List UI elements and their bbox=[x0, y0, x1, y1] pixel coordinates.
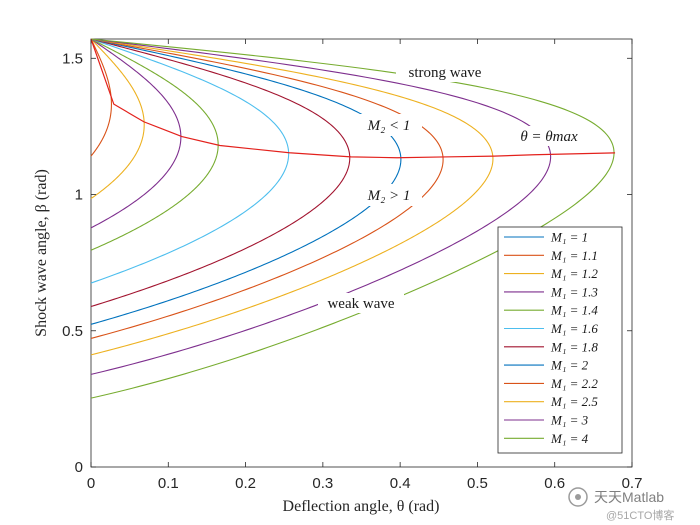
y-axis-label: Shock wave angle, β (rad) bbox=[33, 169, 50, 337]
curve-series-3 bbox=[90, 38, 145, 200]
curve-series-6 bbox=[90, 38, 290, 284]
x-tick-label: 0.2 bbox=[235, 475, 256, 492]
curve-series-7 bbox=[90, 38, 351, 308]
curve-series-12 bbox=[90, 38, 615, 399]
curves-layer bbox=[90, 38, 615, 399]
legend-label: M₁ = 4 bbox=[550, 431, 589, 446]
strong-wave-annotation: strong wave bbox=[409, 65, 482, 81]
m2-supersonic-label-bg bbox=[358, 184, 422, 206]
curve-series-4 bbox=[90, 38, 182, 229]
legend-box bbox=[497, 226, 623, 454]
watermark-logo-dot-icon bbox=[575, 494, 581, 500]
legend: M₁ = 1 M₁ = 1.1 M₁ = 1.2 M₁ = 1.3 M₁ = 1.4 M₁… bbox=[497, 226, 623, 454]
x-tick-label: 0.7 bbox=[622, 475, 643, 492]
theta-max-line bbox=[90, 38, 616, 159]
theta-max-label-bg bbox=[512, 126, 586, 146]
weak-wave-label-bg bbox=[318, 293, 404, 313]
legend-label: M₁ = 1.4 bbox=[550, 303, 598, 318]
x-tick-label: 0.5 bbox=[467, 475, 488, 492]
curve-series-11 bbox=[90, 38, 552, 375]
legend-label: M₁ = 1.8 bbox=[550, 339, 598, 354]
watermark-text: 天天Matlab bbox=[594, 489, 664, 505]
y-tick-label: 0 bbox=[75, 459, 83, 476]
y-tick-labels: 0 0.5 1 1.5 bbox=[62, 50, 83, 476]
m2-supersonic-annotation: M₂ > 1 bbox=[367, 188, 411, 204]
y-tick-label: 1.5 bbox=[62, 50, 83, 67]
y-tick-label: 0.5 bbox=[62, 323, 83, 340]
x-tick-label: 0.3 bbox=[312, 475, 333, 492]
m2-subsonic-annotation: M₂ < 1 bbox=[367, 118, 411, 134]
curve-series-10 bbox=[90, 38, 494, 356]
legend-label: M₁ = 2 bbox=[550, 358, 589, 373]
x-tick-label: 0 bbox=[87, 475, 95, 492]
legend-entries: M₁ = 1 M₁ = 1.1 M₁ = 1.2 M₁ = 1.3 M₁ = 1.4 M₁… bbox=[504, 230, 598, 446]
legend-label: M₁ = 1.3 bbox=[550, 284, 598, 299]
ticks-layer bbox=[90, 39, 633, 468]
legend-label: M₁ = 1.6 bbox=[550, 321, 598, 336]
legend-label: M₁ = 3 bbox=[550, 413, 589, 428]
legend-label: M₁ = 2.5 bbox=[550, 394, 598, 409]
x-tick-labels: 0 0.1 0.2 0.3 0.4 0.5 0.6 0.7 bbox=[87, 475, 643, 492]
x-tick-label: 0.4 bbox=[390, 475, 411, 492]
weak-wave-annotation: weak wave bbox=[327, 296, 394, 312]
x-tick-label: 0.1 bbox=[158, 475, 179, 492]
legend-label: M₁ = 1.2 bbox=[550, 266, 598, 281]
curve-series-9 bbox=[90, 38, 444, 339]
curve-series-8 bbox=[90, 38, 402, 325]
theta-max-annotation: θ = θmax bbox=[520, 129, 578, 145]
watermark-subtext: @51CTO博客 bbox=[606, 508, 674, 522]
watermark: 天天Matlab @51CTO博客 bbox=[568, 487, 674, 522]
y-tick-label: 1 bbox=[75, 187, 83, 204]
strong-wave-label-bg bbox=[396, 62, 494, 82]
m2-subsonic-label-bg bbox=[358, 114, 422, 136]
legend-label: M₁ = 1.1 bbox=[550, 248, 598, 263]
watermark-logo-icon bbox=[568, 487, 588, 507]
legend-label: M₁ = 2.2 bbox=[550, 376, 598, 391]
x-tick-label: 0.6 bbox=[544, 475, 565, 492]
legend-label: M₁ = 1 bbox=[550, 230, 588, 245]
x-axis-label: Deflection angle, θ (rad) bbox=[283, 498, 440, 515]
